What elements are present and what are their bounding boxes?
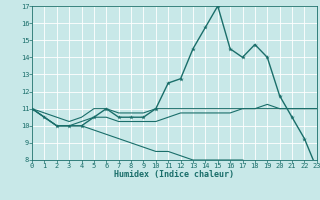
- X-axis label: Humidex (Indice chaleur): Humidex (Indice chaleur): [115, 170, 234, 179]
